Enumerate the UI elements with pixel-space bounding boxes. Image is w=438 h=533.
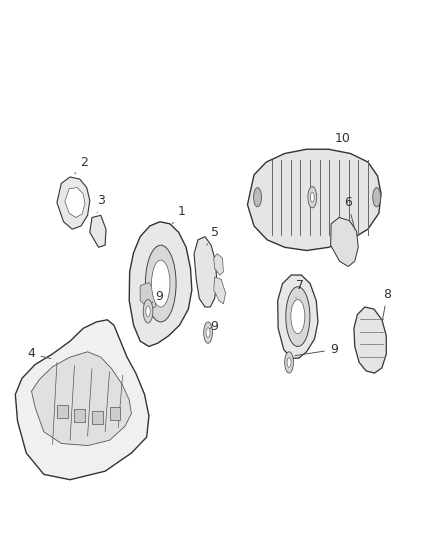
Text: 7: 7 <box>296 279 304 298</box>
Ellipse shape <box>291 300 305 334</box>
Polygon shape <box>110 407 120 420</box>
Polygon shape <box>129 222 192 346</box>
Text: 8: 8 <box>382 288 391 320</box>
Text: 1: 1 <box>173 205 186 224</box>
Ellipse shape <box>254 188 261 207</box>
Text: 9: 9 <box>210 320 219 333</box>
Ellipse shape <box>285 352 293 373</box>
Ellipse shape <box>308 187 317 208</box>
Polygon shape <box>140 282 157 309</box>
Polygon shape <box>32 352 131 446</box>
Ellipse shape <box>310 192 314 202</box>
Polygon shape <box>74 409 85 422</box>
Polygon shape <box>57 177 90 229</box>
Ellipse shape <box>287 358 291 367</box>
Polygon shape <box>90 215 106 247</box>
Text: 9: 9 <box>295 343 338 356</box>
Ellipse shape <box>146 306 150 317</box>
Ellipse shape <box>204 322 212 343</box>
Polygon shape <box>15 320 149 480</box>
Polygon shape <box>354 307 386 373</box>
Text: 2: 2 <box>75 156 88 174</box>
Text: 5: 5 <box>207 226 219 245</box>
Polygon shape <box>247 149 381 251</box>
Text: 4: 4 <box>28 348 51 360</box>
Ellipse shape <box>143 300 153 323</box>
Polygon shape <box>194 237 217 307</box>
Ellipse shape <box>145 245 176 322</box>
Text: 6: 6 <box>344 196 355 230</box>
Polygon shape <box>278 275 318 358</box>
Text: 10: 10 <box>329 132 350 149</box>
Ellipse shape <box>286 287 310 346</box>
Polygon shape <box>214 254 223 275</box>
Polygon shape <box>214 277 226 304</box>
Ellipse shape <box>206 328 210 337</box>
Ellipse shape <box>152 260 170 307</box>
Text: 9: 9 <box>152 290 163 303</box>
Polygon shape <box>331 217 358 266</box>
Polygon shape <box>57 405 68 418</box>
Polygon shape <box>92 411 103 424</box>
Text: 3: 3 <box>97 194 105 213</box>
Polygon shape <box>65 188 85 217</box>
Ellipse shape <box>373 188 381 207</box>
